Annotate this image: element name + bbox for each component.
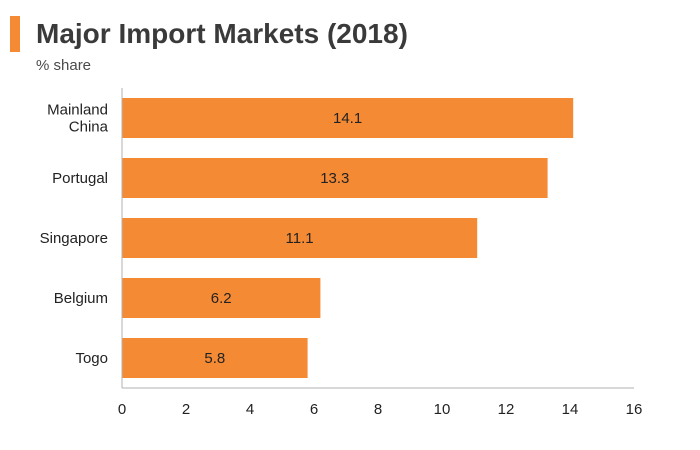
category-label: Belgium: [54, 290, 108, 307]
category-label: Togo: [75, 350, 108, 367]
x-tick-label: 10: [434, 401, 451, 418]
bar-value-label: 6.2: [211, 290, 232, 307]
x-tick-label: 16: [626, 401, 643, 418]
category-label: Portugal: [52, 170, 108, 187]
x-tick-label: 2: [182, 401, 190, 418]
category-label: Mainland China: [47, 102, 109, 136]
bar: [122, 158, 548, 198]
x-tick-label: 14: [562, 401, 579, 418]
x-tick-label: 12: [498, 401, 515, 418]
x-tick-label: 4: [246, 401, 254, 418]
bar: [122, 218, 478, 258]
x-tick-label: 6: [310, 401, 318, 418]
bar-value-label: 5.8: [204, 350, 225, 367]
chart-title: Major Import Markets (2018): [36, 18, 408, 49]
chart-subtitle: % share: [36, 57, 92, 74]
axes-group: [121, 88, 634, 389]
x-tick-label: 0: [118, 401, 126, 418]
bars-group: 14.1 13.3 11.1 6.2 5.8: [122, 98, 574, 378]
bar: [122, 338, 308, 378]
bar-value-label: 13.3: [320, 170, 349, 187]
bar: [122, 98, 574, 138]
tick-labels-group: 0 2 4 6 8 10 12 14 16: [118, 401, 643, 418]
bar: [122, 278, 321, 318]
bar-value-label: 14.1: [333, 110, 362, 127]
category-label: Singapore: [40, 230, 108, 247]
title-accent-bar: [10, 16, 20, 52]
x-tick-label: 8: [374, 401, 382, 418]
category-labels-group: Mainland China Portugal Singapore Belgium Tog…: [40, 102, 109, 368]
bar-value-label: 11.1: [286, 230, 314, 247]
